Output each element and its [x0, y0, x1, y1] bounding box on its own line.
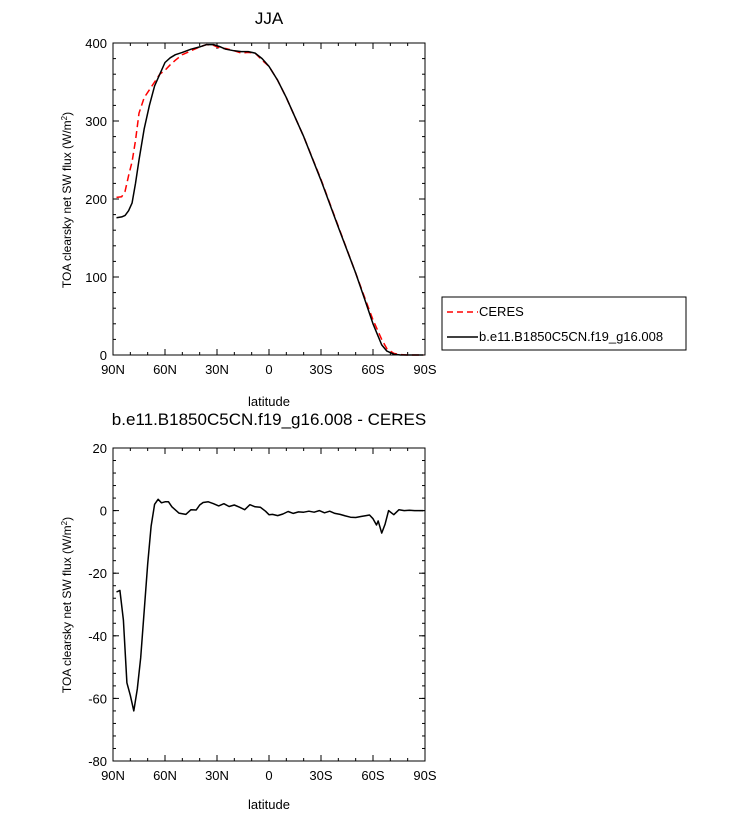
legend-box [441, 296, 687, 351]
top-panel-y-axis-label: TOA clearsky net SW flux (W/m2) [60, 112, 75, 288]
x-tick-label: 90N [101, 362, 125, 377]
y-tick-label: 20 [93, 441, 107, 456]
x-tick-label: 30S [309, 768, 332, 783]
y-tick-label: -40 [88, 629, 107, 644]
x-tick-label: 90N [101, 768, 125, 783]
x-tick-label: 30N [205, 362, 229, 377]
top-panel-axes: 90N 60N 30N 0 30S 60S 90S 0 100 200 300 400 [85, 36, 437, 377]
y-tick-label: 100 [85, 270, 107, 285]
x-tick-label: 0 [265, 362, 272, 377]
bottom-panel-y-axis-label: TOA clearsky net SW flux (W/m2) [60, 517, 75, 693]
y-tick-label: 0 [100, 504, 107, 519]
top-panel-title: JJA [255, 9, 284, 28]
series-line-ceres [116, 43, 424, 356]
series-line-difference [116, 498, 424, 712]
legend: CERES b.e11.B1850C5CN.f19_g16.008 [441, 296, 687, 351]
bottom-panel-x-axis-label: latitude [248, 797, 290, 812]
plot-frame [112, 447, 426, 762]
top-panel: JJA TOA clearsky net SW flux (W/m2) lati… [60, 9, 437, 409]
bottom-panel-title: b.e11.B1850C5CN.f19_g16.008 - CERES [112, 410, 426, 429]
plot-frame [112, 42, 426, 356]
x-tick-label: 60S [361, 768, 384, 783]
y-tick-label: -80 [88, 754, 107, 769]
x-tick-label: 0 [265, 768, 272, 783]
bottom-panel-axes: 90N 60N 30N 0 30S 60S 90S -80 -60 -40 -20 0 20 [88, 441, 437, 783]
x-tick-label: 30N [205, 768, 229, 783]
top-panel-x-axis-label: latitude [248, 394, 290, 409]
y-tick-label: 200 [85, 192, 107, 207]
y-tick-label: -60 [88, 691, 107, 706]
y-tick-label: 400 [85, 36, 107, 51]
y-tick-label: -20 [88, 566, 107, 581]
top-panel-series [116, 43, 424, 356]
bottom-panel-series [116, 498, 424, 712]
x-tick-label: 90S [413, 362, 436, 377]
x-tick-label: 90S [413, 768, 436, 783]
x-tick-label: 60N [153, 362, 177, 377]
y-tick-label: 300 [85, 114, 107, 129]
x-tick-label: 60S [361, 362, 384, 377]
series-line-b-e11-b1850c5cn-f19-g16-008 [116, 43, 424, 356]
legend-label-ceres: CERES [479, 304, 524, 319]
legend-label-model: b.e11.B1850C5CN.f19_g16.008 [479, 329, 663, 344]
bottom-panel: b.e11.B1850C5CN.f19_g16.008 - CERES TOA … [60, 410, 437, 812]
x-tick-label: 60N [153, 768, 177, 783]
x-tick-label: 30S [309, 362, 332, 377]
y-tick-label: 0 [100, 348, 107, 363]
